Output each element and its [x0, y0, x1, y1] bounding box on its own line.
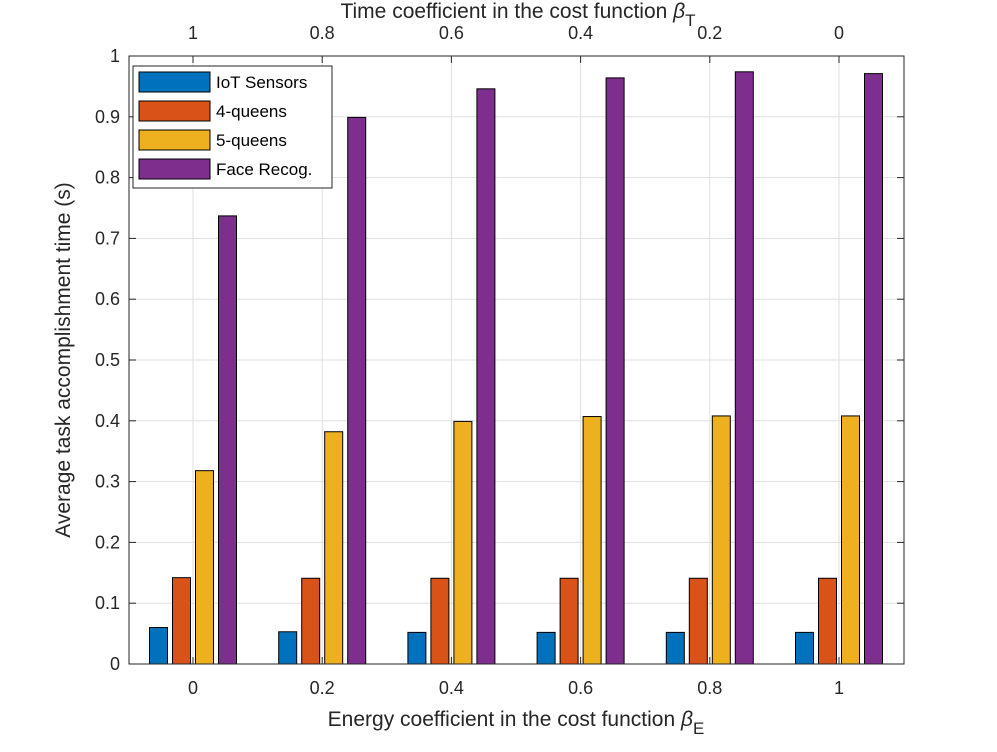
bar-face-recog: [476, 88, 496, 665]
bar-5-queens: [324, 431, 344, 665]
bar-iot-sensors: [795, 631, 814, 665]
x-axis-title: Energy coefficient in the cost function …: [328, 708, 705, 738]
bar-face-recog: [734, 71, 754, 665]
top-x-tick-label: 0.2: [697, 23, 722, 43]
y-axis-title: Average task accomplishment time (s): [52, 182, 75, 538]
y-tick-label: 0.7: [95, 228, 120, 248]
bar-iot-sensors: [536, 631, 556, 665]
bar-face-recog: [347, 116, 367, 665]
legend-label: Face Recog.: [216, 160, 312, 179]
bar-4-queens: [172, 577, 191, 665]
x-tick-label: 1: [834, 678, 844, 698]
legend-swatch: [138, 100, 211, 122]
bar-face-recog: [864, 73, 883, 665]
x-tick-label: 0.4: [439, 678, 464, 698]
bar-4-queens: [301, 577, 321, 665]
top-x-tick-label: 0.6: [439, 23, 464, 43]
bars: [149, 71, 883, 665]
legend-swatch: [138, 129, 211, 151]
legend-label: IoT Sensors: [216, 73, 307, 92]
legend-swatch: [138, 158, 211, 180]
top-x-tick-label: 1: [188, 23, 198, 43]
y-tick-label: 0.4: [95, 411, 120, 431]
x-tick-label: 0.6: [568, 678, 593, 698]
bar-iot-sensors: [665, 631, 685, 665]
bar-4-queens: [818, 577, 837, 665]
y-tick-label: 1: [110, 46, 120, 66]
top-x-tick-label: 0.4: [568, 23, 593, 43]
bar-5-queens: [711, 415, 731, 665]
legend-label: 4-queens: [216, 102, 287, 121]
y-tick-label: 0.8: [95, 168, 120, 188]
bar-5-queens: [453, 420, 473, 665]
bar-face-recog: [605, 77, 625, 665]
top-x-tick-label: 0: [834, 23, 844, 43]
x-tick-label: 0.8: [697, 678, 722, 698]
x-tick-label: 0: [188, 678, 198, 698]
y-tick-label: 0.6: [95, 289, 120, 309]
bar-iot-sensors: [278, 631, 298, 665]
y-tick-label: 0.3: [95, 472, 120, 492]
bar-5-queens: [582, 416, 602, 665]
legend-swatch: [138, 71, 211, 93]
y-tick-label: 0.9: [95, 107, 120, 127]
y-tick-label: 0.2: [95, 532, 120, 552]
legend-label: 5-queens: [216, 131, 287, 150]
bar-iot-sensors: [407, 631, 427, 665]
y-tick-label: 0: [110, 654, 120, 674]
legend: IoT Sensors 4-queens 5-queens Face Recog.: [132, 65, 333, 189]
bar-4-queens: [430, 577, 450, 665]
bar-5-queens: [841, 415, 860, 665]
bar-4-queens: [559, 577, 579, 665]
top-x-axis-title: Time coefficient in the cost function βT: [340, 0, 695, 30]
top-x-tick-label: 0.8: [310, 23, 335, 43]
y-tick-label: 0.5: [95, 350, 120, 370]
y-tick-label: 0.1: [95, 593, 120, 613]
bar-4-queens: [688, 577, 708, 665]
bar-face-recog: [218, 215, 237, 665]
x-tick-label: 0.2: [310, 678, 335, 698]
bar-iot-sensors: [149, 627, 168, 665]
axis-ticks: 0 0.1 0.2 0.3 0.4 0.5 0.6 0.7 0.8 0.9 1 0 1 0.2 0.8 0.4…: [95, 23, 904, 698]
bar-5-queens: [195, 470, 214, 665]
